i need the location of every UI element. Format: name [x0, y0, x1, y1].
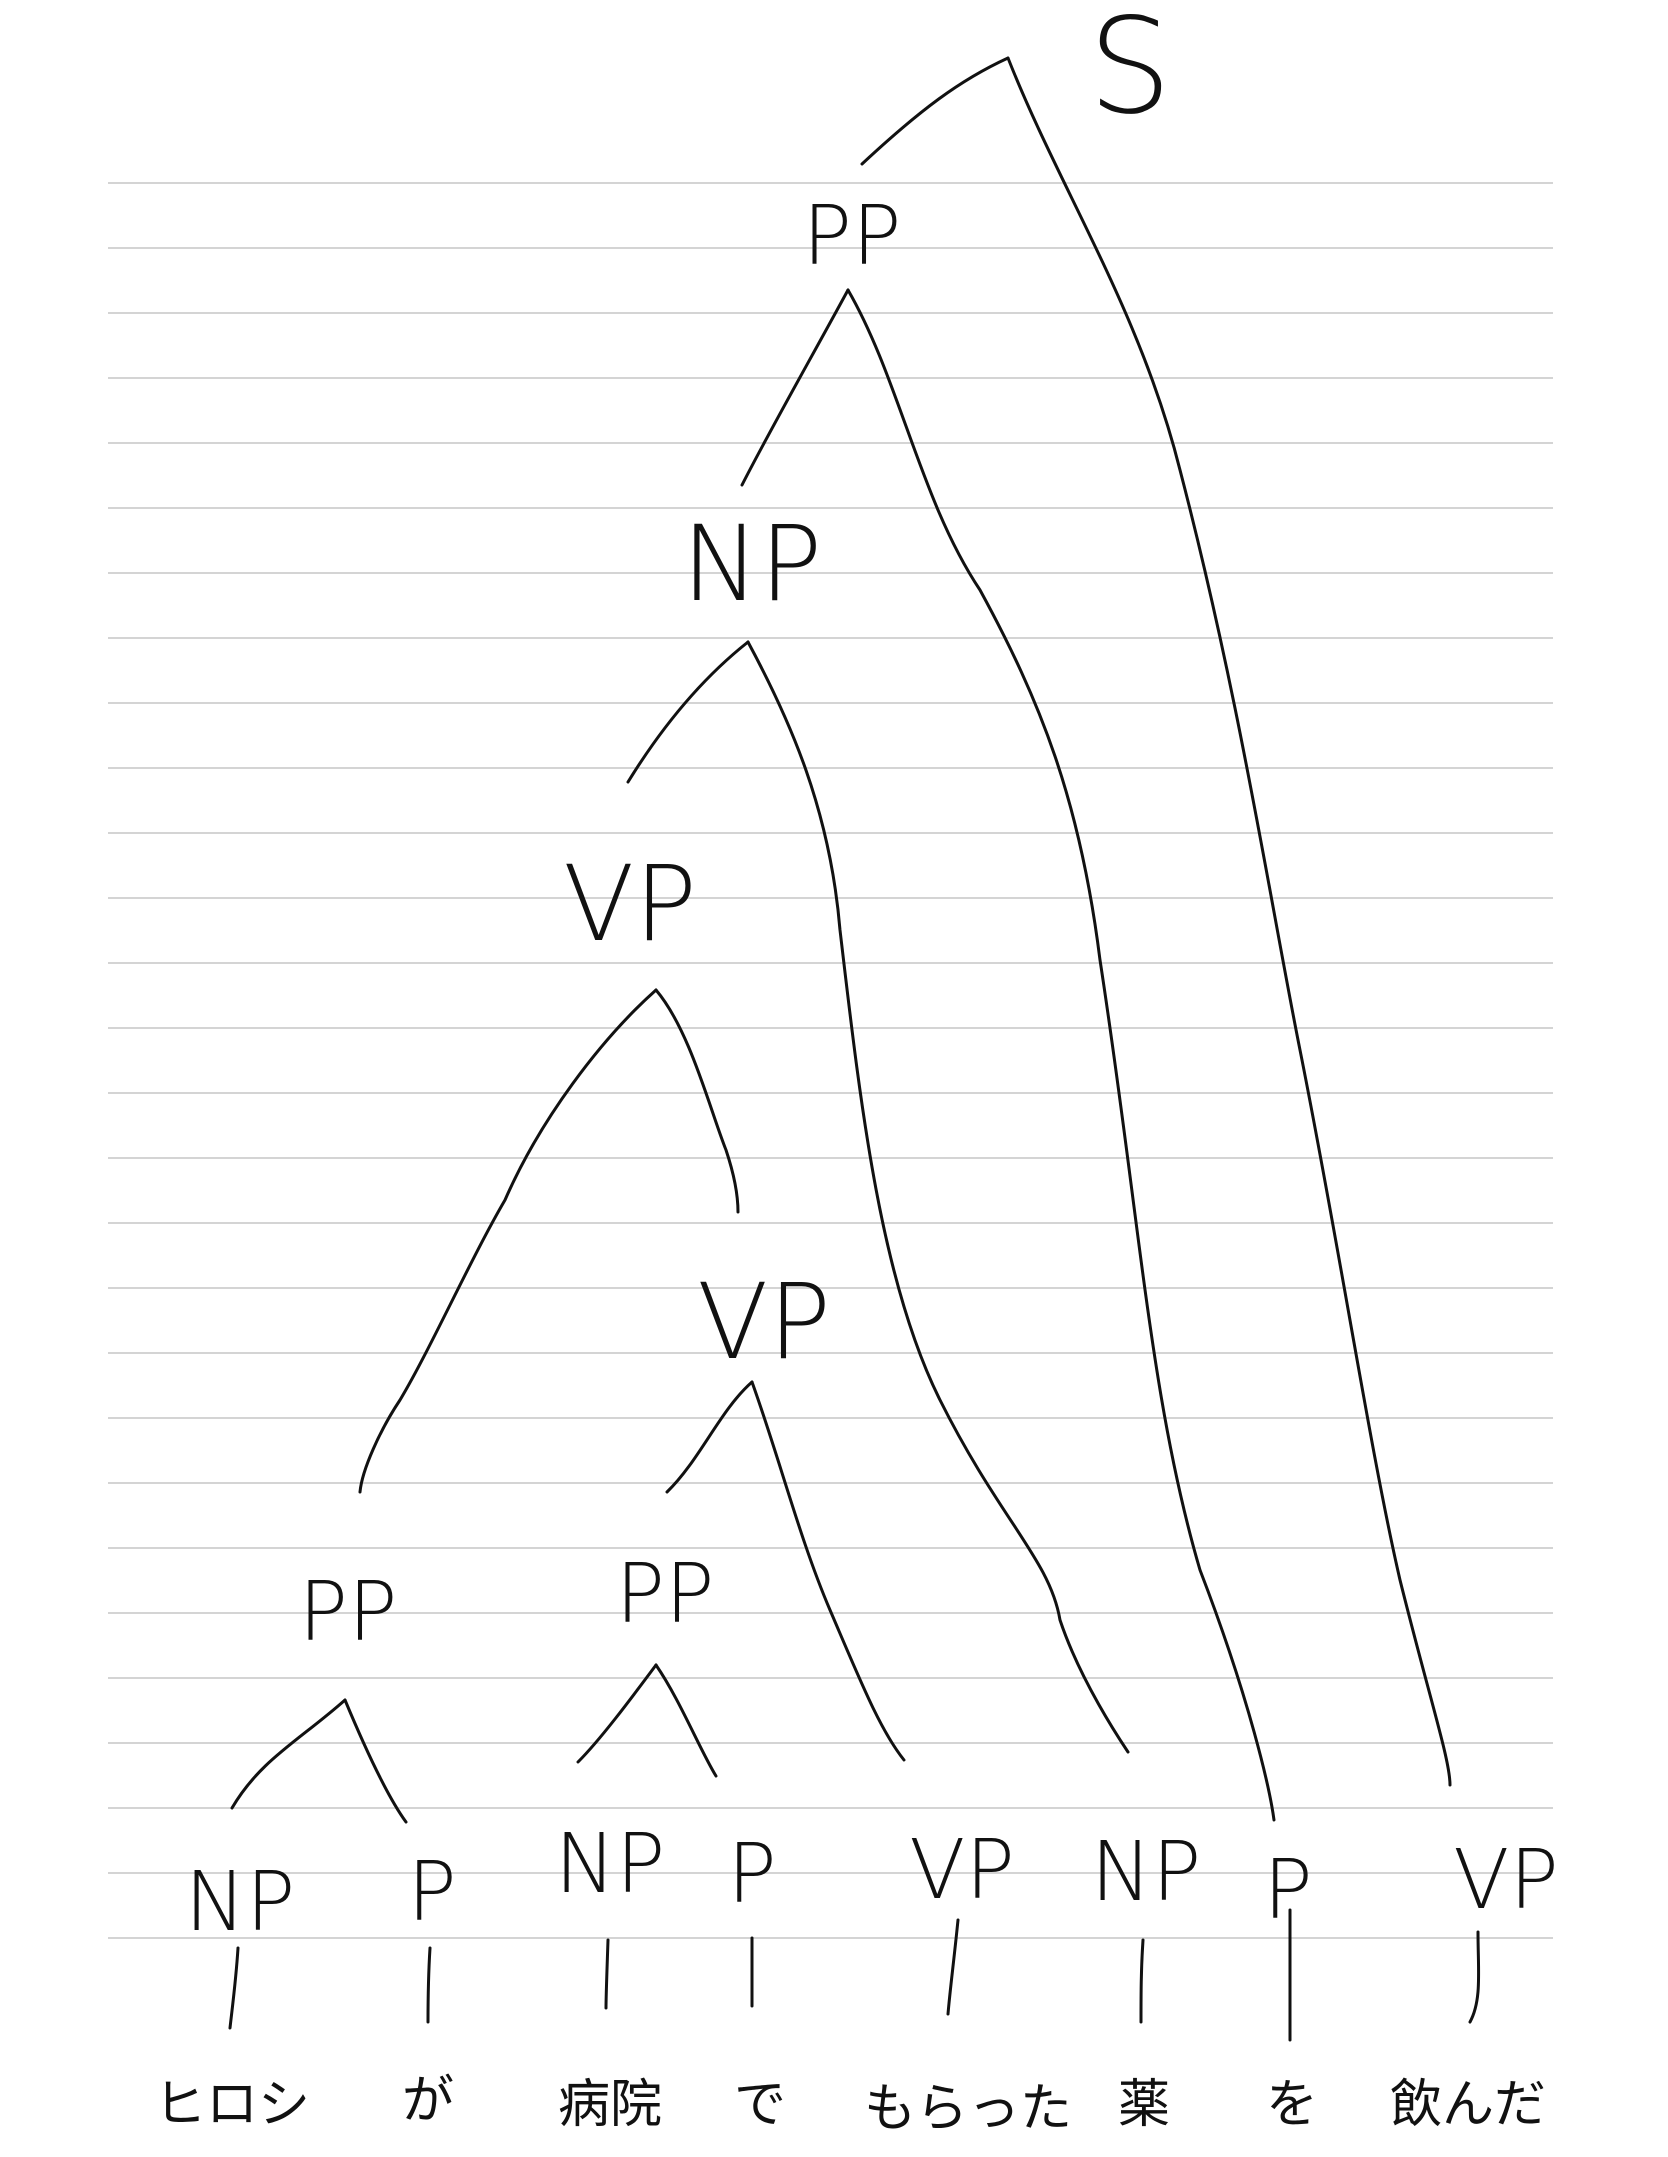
notebook-lines [108, 182, 1553, 1939]
node-p-2: P [727, 1827, 776, 1922]
branch-s-vp [1006, 56, 1452, 1787]
word-1: ヒロシ [154, 2075, 310, 2135]
word-6: 薬 [1118, 2075, 1170, 2135]
word-7: を [1266, 2075, 1318, 2135]
node-labels: S PP NP VP VP PP PP NP P NP P VP NP P VP [185, 0, 1559, 1950]
branch-ppl-np [230, 1698, 347, 1810]
tree-branches [228, 56, 1481, 2042]
branch-s-pp [860, 56, 1010, 166]
leaf-line-5 [946, 1918, 960, 2016]
node-np-mid: NP [682, 503, 823, 625]
node-vp-upper: VP [563, 843, 697, 965]
node-vp-lower: VP [697, 1261, 831, 1383]
node-pp-left: PP [299, 1565, 398, 1660]
word-3: 病院 [558, 2075, 662, 2135]
word-4: で [734, 2075, 786, 2135]
node-vp-1: VP [909, 1823, 1015, 1918]
node-np-3: NP [1091, 1825, 1202, 1920]
node-np-1: NP [185, 1855, 296, 1950]
branch-np-np [746, 640, 1130, 1754]
branch-np-vp [626, 640, 750, 784]
leaf-line-2 [426, 1946, 432, 2024]
leaf-line-3 [604, 1938, 610, 2010]
branch-pp-p [846, 288, 1276, 1822]
node-np-2: NP [555, 1817, 666, 1912]
node-pp-top: PP [803, 189, 902, 284]
terminal-words: ヒロシ が 病院 で もらった 薬 を 飲んだ [154, 2071, 1546, 2139]
branch-pp-np [740, 288, 850, 487]
word-2: が [402, 2071, 454, 2131]
branch-ppr-np [576, 1663, 658, 1764]
branch-vp2-vp [750, 1380, 906, 1762]
leaf-line-8 [1468, 1930, 1481, 2024]
leaf-line-1 [228, 1946, 240, 2030]
node-p-3: P [1263, 1843, 1312, 1938]
branch-vp-vp [654, 988, 740, 1214]
node-pp-right: PP [616, 1547, 715, 1642]
leaf-line-6 [1139, 1938, 1145, 2024]
word-8: 飲んだ [1390, 2075, 1546, 2135]
node-p-1: P [407, 1845, 456, 1940]
branch-ppr-p [654, 1663, 718, 1778]
branch-ppl-p [343, 1698, 408, 1824]
node-vp-2: VP [1453, 1833, 1559, 1928]
node-s: S [1088, 0, 1172, 144]
branch-vp2-pp [665, 1380, 754, 1494]
branch-vp-pp [358, 988, 658, 1494]
word-5: もらった [864, 2079, 1072, 2139]
